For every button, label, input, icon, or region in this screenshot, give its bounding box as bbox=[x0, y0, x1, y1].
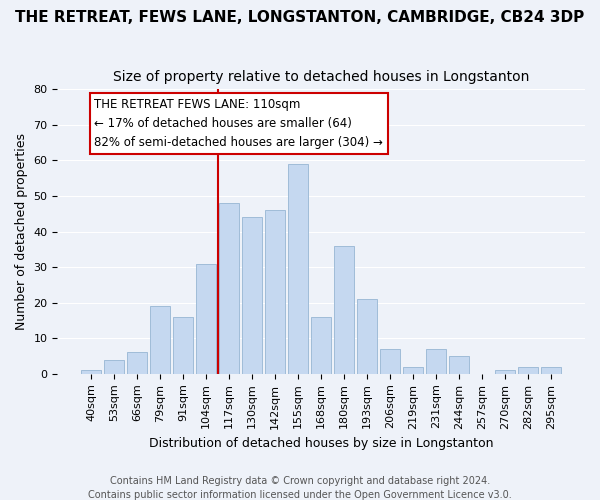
Bar bbox=[334, 246, 354, 374]
Bar bbox=[311, 317, 331, 374]
Bar bbox=[127, 352, 147, 374]
Text: THE RETREAT, FEWS LANE, LONGSTANTON, CAMBRIDGE, CB24 3DP: THE RETREAT, FEWS LANE, LONGSTANTON, CAM… bbox=[16, 10, 584, 25]
Bar bbox=[173, 317, 193, 374]
Bar bbox=[151, 306, 170, 374]
Bar bbox=[541, 366, 561, 374]
X-axis label: Distribution of detached houses by size in Longstanton: Distribution of detached houses by size … bbox=[149, 437, 493, 450]
Bar bbox=[196, 264, 216, 374]
Bar bbox=[104, 360, 124, 374]
Bar bbox=[449, 356, 469, 374]
Bar bbox=[496, 370, 515, 374]
Bar bbox=[242, 218, 262, 374]
Bar bbox=[265, 210, 285, 374]
Bar bbox=[403, 366, 423, 374]
Text: Contains HM Land Registry data © Crown copyright and database right 2024.
Contai: Contains HM Land Registry data © Crown c… bbox=[88, 476, 512, 500]
Y-axis label: Number of detached properties: Number of detached properties bbox=[15, 133, 28, 330]
Bar bbox=[380, 349, 400, 374]
Text: THE RETREAT FEWS LANE: 110sqm
← 17% of detached houses are smaller (64)
82% of s: THE RETREAT FEWS LANE: 110sqm ← 17% of d… bbox=[94, 98, 383, 149]
Bar bbox=[427, 349, 446, 374]
Bar bbox=[358, 299, 377, 374]
Title: Size of property relative to detached houses in Longstanton: Size of property relative to detached ho… bbox=[113, 70, 529, 84]
Bar bbox=[220, 203, 239, 374]
Bar bbox=[289, 164, 308, 374]
Bar bbox=[518, 366, 538, 374]
Bar bbox=[82, 370, 101, 374]
